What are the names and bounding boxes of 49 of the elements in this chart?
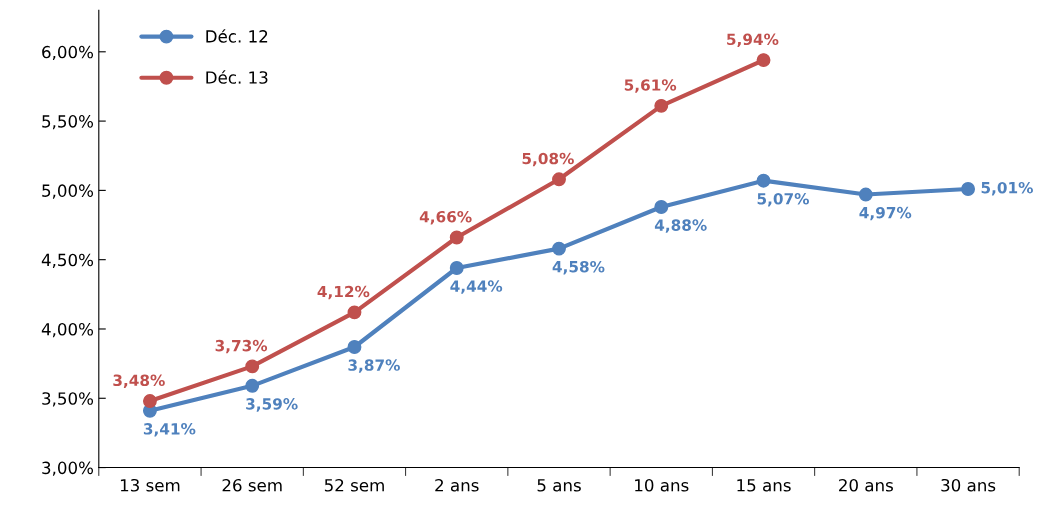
y-tick-label: 6,00% bbox=[42, 45, 94, 61]
data-label: 3,73% bbox=[215, 339, 268, 354]
point bbox=[449, 230, 464, 245]
x-tick-label: 2 ans bbox=[435, 478, 479, 492]
data-label: 3,41% bbox=[143, 423, 196, 437]
data-label: 5,07% bbox=[757, 193, 809, 207]
x-tick-label: 30 ans bbox=[941, 478, 996, 492]
data-label: 5,94% bbox=[727, 33, 779, 48]
point bbox=[654, 200, 669, 214]
data-label: 4,44% bbox=[450, 280, 503, 294]
legend-label: Déc. 13 bbox=[206, 70, 268, 84]
y-tick-label: 4,50% bbox=[41, 253, 94, 268]
point bbox=[756, 173, 771, 188]
point bbox=[245, 359, 260, 374]
y-tick-label: 3,00% bbox=[42, 461, 94, 476]
point bbox=[245, 378, 260, 393]
data-label: 5,01% bbox=[981, 181, 1033, 196]
point bbox=[654, 98, 669, 113]
y-tick-label: 3,50% bbox=[42, 392, 94, 407]
x-tick-label: 26 sem bbox=[222, 478, 282, 492]
x-tick-label: 10 ans bbox=[635, 478, 689, 492]
x-tick-label: 5 ans bbox=[537, 479, 581, 492]
x-tick-label: 13 sem bbox=[120, 478, 180, 492]
point bbox=[142, 394, 157, 408]
data-label: 4,58% bbox=[552, 260, 605, 275]
point bbox=[552, 241, 566, 256]
point bbox=[347, 305, 362, 320]
point bbox=[552, 172, 566, 187]
y-tick-label: 5,00% bbox=[42, 184, 94, 199]
point bbox=[347, 340, 362, 354]
data-label: 4,97% bbox=[859, 206, 912, 221]
point bbox=[756, 53, 771, 68]
point bbox=[961, 182, 976, 196]
y-tick-label: 5,50% bbox=[42, 115, 94, 130]
data-label: 3,59% bbox=[246, 398, 298, 412]
data-label: 5,08% bbox=[522, 152, 574, 167]
x-tick-label: 15 ans bbox=[737, 479, 791, 492]
point bbox=[858, 187, 873, 202]
x-tick-label: 52 sem bbox=[324, 478, 384, 492]
y-tick-label: 4,00% bbox=[41, 322, 94, 338]
data-label: 4,12% bbox=[317, 285, 370, 300]
data-label: 3,48% bbox=[113, 374, 165, 388]
x-tick-label: 20 ans bbox=[839, 478, 893, 492]
data-label: 5,61% bbox=[624, 79, 677, 93]
data-label: 3,87% bbox=[348, 359, 400, 373]
data-label: 4,88% bbox=[654, 219, 707, 233]
legend-label: Déc. 12 bbox=[206, 29, 268, 43]
data-label: 4,66% bbox=[419, 210, 472, 225]
point bbox=[449, 261, 464, 275]
